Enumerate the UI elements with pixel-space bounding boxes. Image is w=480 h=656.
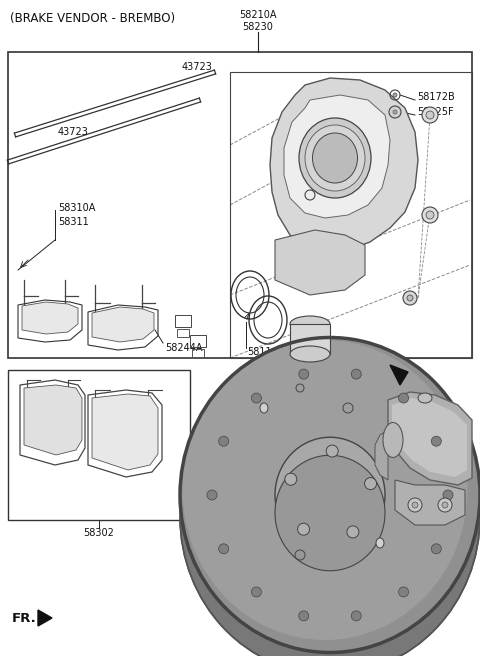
Ellipse shape [180,337,480,653]
Polygon shape [388,392,472,485]
Ellipse shape [299,118,371,198]
Circle shape [442,502,448,508]
Polygon shape [38,610,52,626]
Polygon shape [375,430,388,480]
Ellipse shape [180,359,480,656]
Text: 58151C: 58151C [286,378,324,388]
Ellipse shape [275,455,385,571]
Circle shape [219,436,228,446]
Circle shape [285,473,297,485]
Text: 58244A: 58244A [165,343,203,353]
Ellipse shape [376,538,384,548]
Text: FR.: FR. [12,611,37,625]
Circle shape [408,498,422,512]
Text: 43723: 43723 [58,127,89,137]
Polygon shape [24,385,82,455]
Text: 58114A: 58114A [295,355,332,365]
Polygon shape [395,480,465,525]
Circle shape [326,445,338,457]
Text: 58230: 58230 [242,22,274,32]
Polygon shape [92,307,154,342]
Circle shape [252,587,262,597]
Bar [8,52,472,358]
Text: 58172B: 58172B [417,92,455,102]
Circle shape [347,526,359,538]
Bar [290,324,330,354]
Ellipse shape [290,316,330,332]
Text: (BRAKE VENDOR - BREMBO): (BRAKE VENDOR - BREMBO) [10,12,175,25]
Circle shape [365,478,377,489]
Circle shape [298,523,310,535]
Polygon shape [390,365,408,385]
Text: 1067AM: 1067AM [278,568,318,578]
Polygon shape [284,95,390,218]
Circle shape [398,587,408,597]
Circle shape [393,93,397,97]
Circle shape [393,110,397,114]
Circle shape [351,369,361,379]
Circle shape [422,107,438,123]
Circle shape [432,544,441,554]
Circle shape [412,502,418,508]
Ellipse shape [305,125,365,191]
Circle shape [299,611,309,621]
Polygon shape [92,394,158,470]
Text: 1351JD: 1351JD [350,388,385,398]
Ellipse shape [312,133,358,183]
Text: 1220FS: 1220FS [350,556,386,566]
Circle shape [443,490,453,500]
Polygon shape [392,398,467,477]
Bar [175,315,191,327]
Circle shape [389,106,401,118]
Circle shape [207,490,217,500]
Ellipse shape [290,346,330,362]
Ellipse shape [182,340,468,640]
Text: 43723: 43723 [182,62,213,72]
Circle shape [426,211,434,219]
Text: 58125F: 58125F [417,107,454,117]
Ellipse shape [418,393,432,403]
Bar [192,349,204,357]
Circle shape [426,111,434,119]
Circle shape [351,611,361,621]
Circle shape [252,393,262,403]
Polygon shape [22,302,78,334]
Text: 58125C: 58125C [332,187,370,197]
Text: 58302: 58302 [84,528,114,538]
Bar [177,329,189,337]
Polygon shape [270,78,418,253]
Bar [190,335,206,347]
Circle shape [438,498,452,512]
Text: 58210A: 58210A [239,10,277,20]
Circle shape [403,291,417,305]
Circle shape [432,436,441,446]
Ellipse shape [383,422,403,457]
Text: 58114A: 58114A [247,347,284,357]
Circle shape [407,295,413,301]
Circle shape [398,393,408,403]
Circle shape [422,207,438,223]
Text: 58411B: 58411B [240,393,277,403]
Ellipse shape [275,438,385,553]
Ellipse shape [260,403,268,413]
Bar [230,72,472,358]
Bar [8,370,190,520]
Polygon shape [275,230,365,295]
Text: 58310A: 58310A [58,203,96,213]
Ellipse shape [302,466,358,524]
Circle shape [299,369,309,379]
Text: 58311: 58311 [58,217,89,227]
Circle shape [219,544,228,554]
